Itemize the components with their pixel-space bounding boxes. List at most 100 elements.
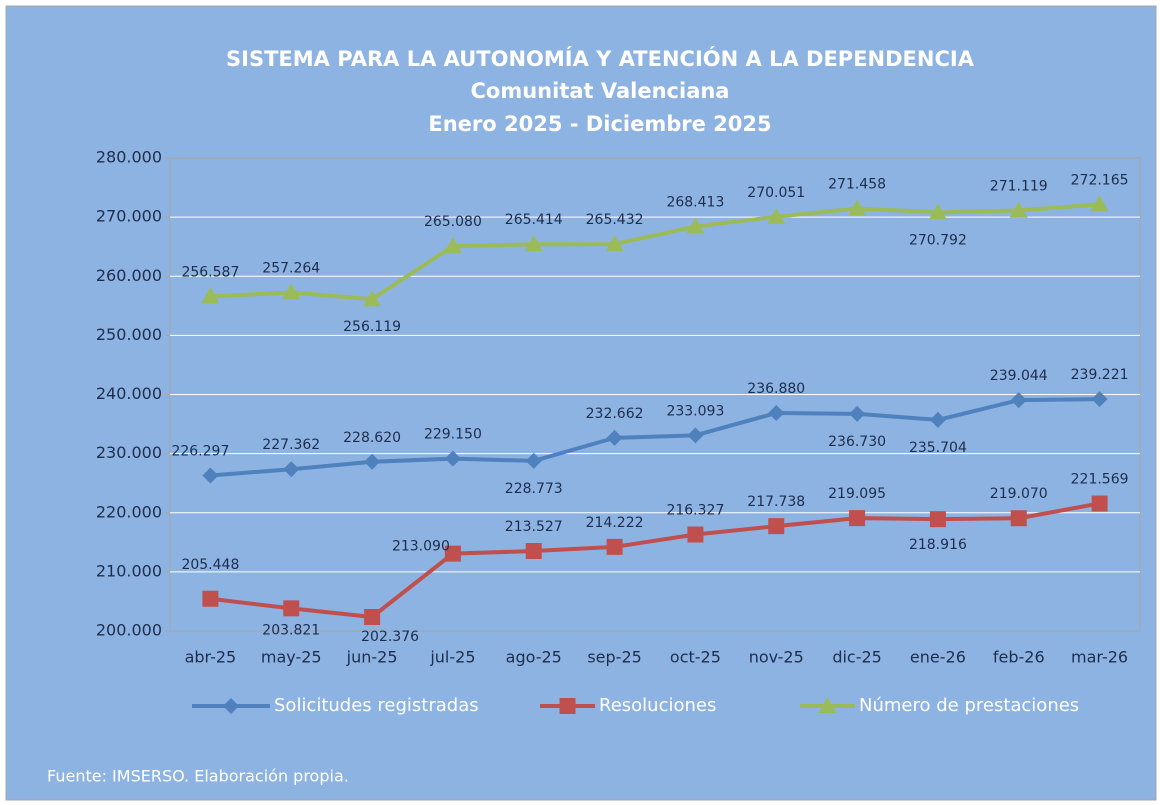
data-point (283, 600, 300, 617)
data-label: 228.620 (343, 430, 401, 446)
data-label: 213.090 (392, 539, 450, 555)
data-label: 202.376 (361, 629, 419, 645)
data-point (929, 511, 946, 528)
data-label: 265.414 (505, 212, 563, 228)
x-tick-label: abr-25 (185, 648, 237, 667)
data-point (1090, 195, 1109, 212)
data-label: 232.662 (586, 406, 644, 422)
data-point (606, 429, 623, 446)
data-label: 227.362 (262, 437, 320, 453)
data-point (1009, 201, 1028, 218)
x-tick-label: sep-25 (587, 648, 641, 667)
data-point (687, 427, 704, 444)
data-label: 229.150 (424, 427, 482, 443)
data-label: 256.587 (181, 264, 239, 280)
data-label: 219.070 (990, 486, 1048, 502)
data-label: 236.880 (747, 381, 805, 397)
data-label: 236.730 (828, 434, 886, 450)
data-label: 265.080 (424, 214, 482, 230)
data-point (1091, 391, 1108, 408)
data-label: 270.792 (909, 232, 967, 248)
y-tick-label: 260.000 (96, 266, 162, 285)
data-label: 233.093 (666, 403, 724, 419)
data-point (364, 453, 381, 470)
data-label: 228.773 (505, 481, 563, 497)
x-tick-label: jun-25 (346, 648, 398, 667)
data-point (768, 404, 785, 421)
y-tick-label: 230.000 (96, 443, 162, 462)
data-point (444, 545, 461, 562)
data-point (1010, 510, 1027, 527)
y-tick-label: 210.000 (96, 561, 162, 580)
data-point (767, 207, 786, 224)
data-label: 226.297 (171, 444, 229, 460)
x-tick-label: dic-25 (832, 648, 882, 667)
data-label: 203.821 (262, 622, 320, 638)
y-tick-label: 220.000 (96, 502, 162, 521)
data-point (928, 203, 947, 220)
data-point (201, 287, 220, 304)
series-line (210, 397, 1100, 478)
x-tick-label: feb-26 (993, 648, 1045, 667)
data-label: 217.738 (747, 494, 805, 510)
legend-label: Resoluciones (599, 695, 716, 716)
data-label: 219.095 (828, 486, 886, 502)
legend-label: Solicitudes registradas (274, 695, 479, 716)
data-point (443, 237, 462, 254)
y-tick-label: 200.000 (96, 621, 162, 640)
data-point (768, 518, 785, 535)
data-label: 221.569 (1071, 471, 1129, 487)
data-label: 268.413 (666, 195, 724, 211)
series-line (210, 501, 1100, 619)
data-label: 213.527 (505, 519, 563, 535)
data-point (524, 235, 543, 252)
data-label: 272.165 (1071, 172, 1129, 188)
data-point (525, 452, 542, 469)
x-tick-label: ago-25 (506, 648, 562, 667)
chart-subtitle: Enero 2025 - Diciembre 2025 (428, 112, 771, 136)
data-point (1091, 495, 1108, 512)
chart-subtitle: Comunitat Valenciana (471, 79, 730, 103)
data-label: 270.051 (747, 185, 805, 201)
x-tick-label: may-25 (261, 648, 322, 667)
data-point (202, 467, 219, 484)
data-point (282, 283, 301, 300)
x-tick-label: jul-25 (429, 648, 475, 667)
data-point (444, 450, 461, 467)
x-tick-label: nov-25 (749, 648, 804, 667)
data-point (849, 405, 866, 422)
data-label: 216.327 (666, 502, 724, 518)
data-point (283, 461, 300, 478)
data-point (929, 411, 946, 428)
data-point (605, 235, 624, 252)
data-point (1010, 392, 1027, 409)
legend-label: Número de prestaciones (859, 695, 1079, 716)
data-label: 265.432 (586, 212, 644, 228)
y-tick-label: 270.000 (96, 207, 162, 226)
x-tick-label: mar-26 (1071, 648, 1128, 667)
data-point (849, 510, 866, 527)
data-point (848, 199, 867, 216)
source-note: Fuente: IMSERSO. Elaboración propia. (47, 767, 349, 786)
data-point (364, 608, 381, 625)
data-label: 214.222 (586, 515, 644, 531)
data-label: 218.916 (909, 537, 967, 553)
legend-marker (559, 698, 576, 714)
y-tick-label: 240.000 (96, 384, 162, 403)
data-point (525, 543, 542, 560)
data-label: 257.264 (262, 260, 320, 276)
data-label: 256.119 (343, 319, 401, 335)
data-point (202, 590, 219, 607)
x-tick-label: ene-26 (910, 648, 966, 667)
data-label: 235.704 (909, 440, 967, 456)
data-label: 271.119 (990, 179, 1048, 195)
series-line (210, 202, 1100, 302)
y-tick-label: 250.000 (96, 325, 162, 344)
data-point (606, 538, 623, 555)
data-label: 271.458 (828, 177, 886, 193)
data-label: 239.221 (1071, 367, 1129, 383)
legend-marker (818, 697, 837, 713)
legend-marker (223, 698, 239, 714)
chart-title: SISTEMA PARA LA AUTONOMÍA Y ATENCIÓN A L… (226, 46, 975, 71)
